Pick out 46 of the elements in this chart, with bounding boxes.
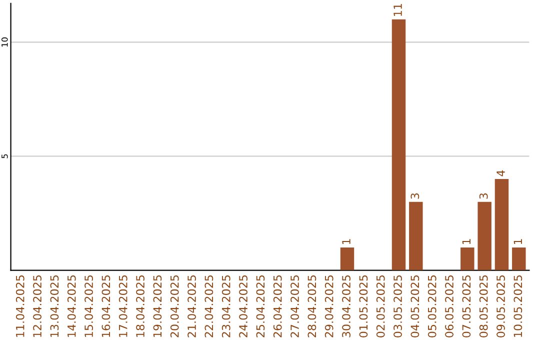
x-tick-label: 03.05.2025 [394,275,402,338]
data-label: 1 [514,239,522,244]
x-tick-label: 21.04.2025 [188,275,196,338]
bar [340,247,354,270]
data-label: 3 [410,193,420,199]
x-tick-label: 07.05.2025 [462,275,471,338]
bar [512,247,526,270]
x-tick-label: 10.05.2025 [514,275,522,337]
bar [460,247,474,270]
bar [409,202,423,270]
x-tick-label: 15.04.2025 [84,275,93,337]
x-tick-label: 09.05.2025 [496,275,505,338]
x-tick-label: 05.05.2025 [428,275,436,338]
x-tick-label: 30.04.2025 [342,275,350,338]
x-tick-label: 17.04.2025 [118,275,128,337]
bar [494,179,509,270]
x-tick-label: 20.04.2025 [170,275,179,338]
x-tick-label: 02.05.2025 [376,275,385,338]
x-tick-label: 24.04.2025 [239,275,248,338]
data-label: 1 [342,239,350,244]
x-tick-label: 25.04.2025 [256,275,265,338]
x-tick-label: 18.04.2025 [136,275,144,337]
bar [392,19,406,270]
x-tick-label: 14.04.2025 [67,275,76,337]
x-tick-label: 16.04.2025 [102,275,110,337]
x-tick-label: 28.04.2025 [308,275,316,338]
x-tick-label: 23.04.2025 [222,275,230,338]
x-tick-label: 01.05.2025 [359,275,368,338]
x-tick-label: 13.04.2025 [50,275,59,337]
x-tick-label: 12.04.2025 [33,275,42,337]
y-tick-label: 5 [2,154,8,158]
data-label: 1 [462,239,470,244]
x-tick-label: 26.04.2025 [273,275,282,338]
data-label: 3 [479,193,488,199]
x-tick-label: 29.04.2025 [324,275,334,338]
x-tick-label: 06.05.2025 [445,275,454,338]
x-tick-label: 19.04.2025 [153,275,162,337]
data-label: 4 [496,170,505,176]
y-tick-label: 10 [1,37,8,47]
x-tick-label: 04.05.2025 [410,275,420,338]
data-label: 11 [394,4,402,16]
x-tick-label: 27.04.2025 [290,275,299,338]
bar [478,202,492,270]
x-tick-label: 11.04.2025 [16,275,24,337]
x-tick-label: 22.04.2025 [204,275,214,338]
x-tick-label: 08.05.2025 [479,275,488,338]
